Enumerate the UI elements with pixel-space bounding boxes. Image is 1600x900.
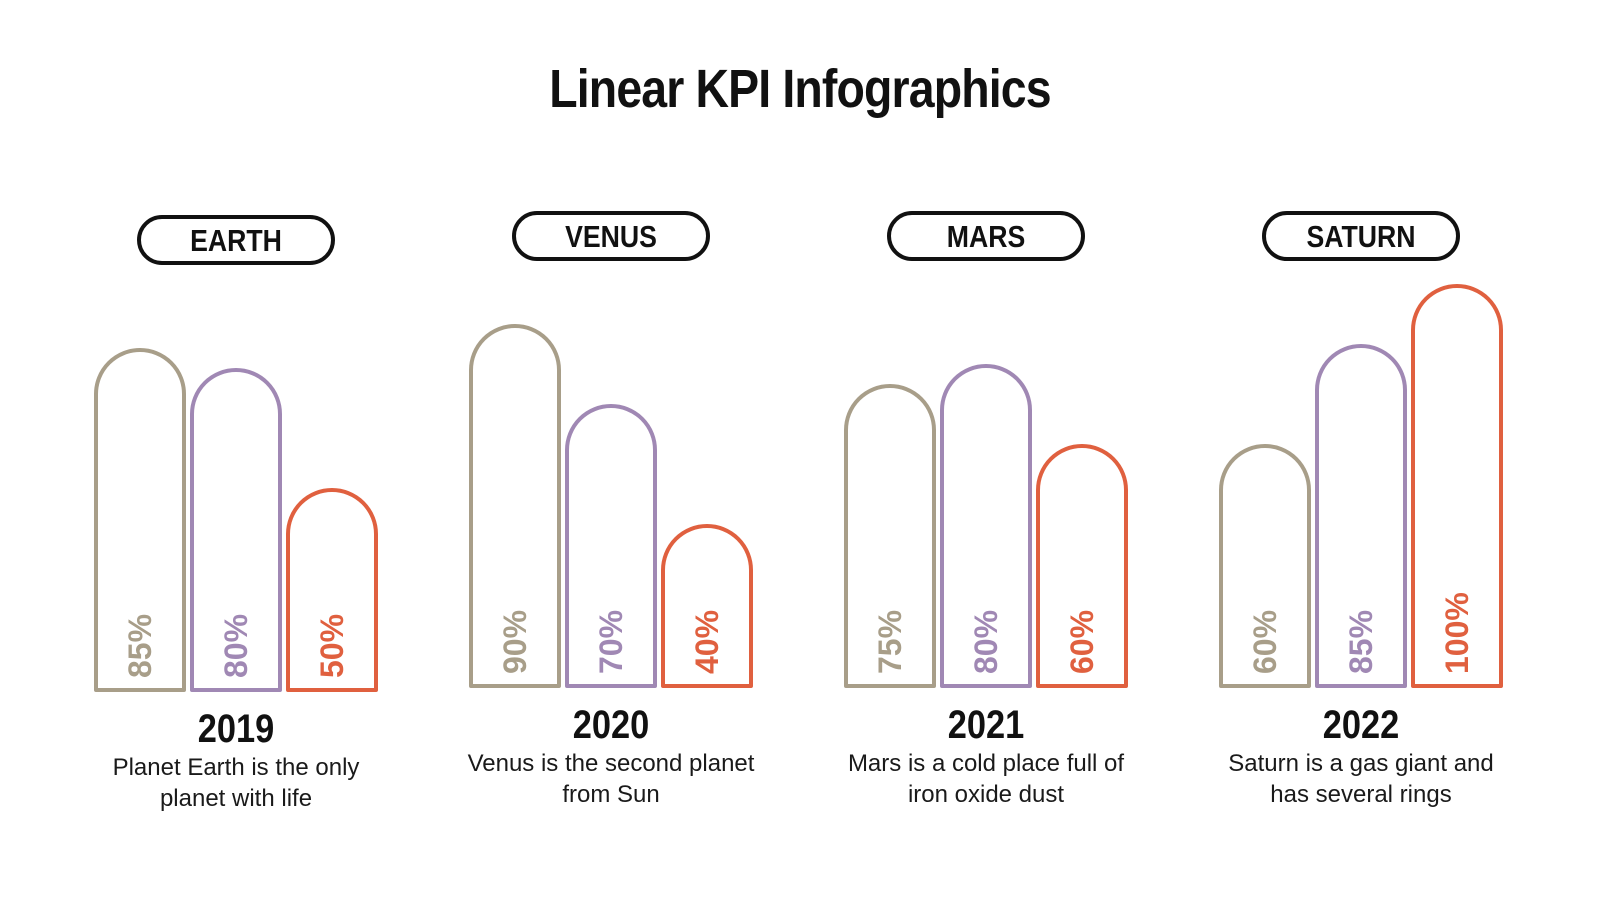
bar-label-earth-1: 85% [122,614,158,678]
caption-venus: Venus is the second planet from Sun [467,750,755,808]
chart-saturn: SATURN 60% 85% 100% 2022 [1219,211,1503,747]
bar-earth-3 [286,488,378,692]
caption-mars: Mars is a cold place full of iron oxide … [847,750,1125,808]
chart-title-pill-saturn [1262,211,1460,261]
year-label-mars: 2021 [948,702,1025,747]
bar-venus-3 [661,524,753,688]
bar-earth-2 [190,368,282,692]
bar-mars-2 [940,364,1032,688]
page-title: Linear KPI Infographics [549,59,1051,119]
bar-venus-1 [469,324,561,688]
year-label-venus: 2020 [573,702,650,747]
year-label-earth: 2019 [198,706,275,751]
chart-venus: VENUS 90% 70% 40% 2020 [469,211,753,747]
chart-title-earth: EARTH [190,224,282,258]
chart-earth: EARTH 85% 80% 50% 2019 [94,215,378,751]
bar-mars-1 [844,384,936,688]
bar-label-mars-2: 80% [968,610,1004,674]
bar-saturn-2 [1315,344,1407,688]
chart-title-venus: VENUS [565,220,657,254]
chart-mars: MARS 75% 80% 60% 2021 [844,211,1128,747]
bar-label-earth-2: 80% [218,614,254,678]
chart-title-pill-mars [887,211,1085,261]
bar-label-saturn-3: 100% [1439,592,1475,674]
chart-title-mars: MARS [947,220,1025,254]
year-label-saturn: 2022 [1323,702,1400,747]
bar-label-venus-1: 90% [497,610,533,674]
caption-earth: Planet Earth is the only planet with lif… [112,754,360,812]
bar-label-saturn-2: 85% [1343,610,1379,674]
bar-label-venus-3: 40% [689,610,725,674]
bar-mars-3 [1036,444,1128,688]
bar-label-mars-3: 60% [1064,610,1100,674]
bar-label-venus-2: 70% [593,610,629,674]
bar-label-mars-1: 75% [872,610,908,674]
chart-title-pill-earth [137,215,335,265]
chart-title-pill-venus [512,211,710,261]
bar-label-earth-3: 50% [314,614,350,678]
bar-earth-1 [94,348,186,692]
bar-saturn-3 [1411,284,1503,688]
bar-label-saturn-1: 60% [1247,610,1283,674]
chart-title-saturn: SATURN [1306,220,1415,254]
bar-saturn-1 [1219,444,1311,688]
bar-venus-2 [565,404,657,688]
caption-saturn: Saturn is a gas giant and has several ri… [1228,750,1494,808]
